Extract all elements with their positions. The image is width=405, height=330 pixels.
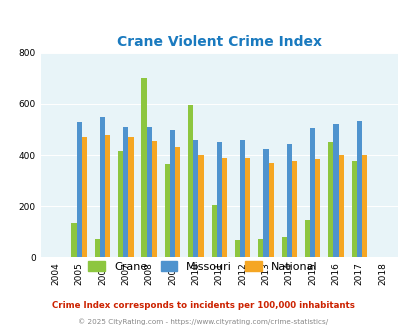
Bar bbox=[239, 140, 245, 257]
Bar bbox=[234, 240, 239, 257]
Bar bbox=[105, 135, 110, 257]
Text: Crime Index corresponds to incidents per 100,000 inhabitants: Crime Index corresponds to incidents per… bbox=[51, 301, 354, 310]
Bar bbox=[71, 223, 77, 257]
Bar bbox=[175, 148, 180, 257]
Bar bbox=[193, 140, 198, 257]
Bar bbox=[221, 158, 226, 257]
Bar bbox=[286, 144, 291, 257]
Bar bbox=[314, 159, 320, 257]
Bar bbox=[100, 117, 105, 257]
Bar bbox=[198, 155, 203, 257]
Bar bbox=[211, 205, 216, 257]
Bar bbox=[291, 161, 296, 257]
Bar bbox=[333, 124, 338, 257]
Bar bbox=[77, 122, 81, 257]
Bar bbox=[258, 239, 263, 257]
Bar bbox=[188, 105, 193, 257]
Bar bbox=[351, 161, 356, 257]
Bar bbox=[94, 240, 100, 257]
Bar bbox=[268, 163, 273, 257]
Bar bbox=[170, 130, 175, 257]
Title: Crane Violent Crime Index: Crane Violent Crime Index bbox=[117, 35, 321, 49]
Bar bbox=[164, 164, 170, 257]
Text: © 2025 CityRating.com - https://www.cityrating.com/crime-statistics/: © 2025 CityRating.com - https://www.city… bbox=[78, 318, 327, 325]
Bar bbox=[338, 155, 343, 257]
Bar bbox=[281, 238, 286, 257]
Legend: Crane, Missouri, National: Crane, Missouri, National bbox=[84, 257, 321, 277]
Bar bbox=[361, 155, 366, 257]
Bar bbox=[245, 158, 249, 257]
Bar bbox=[146, 127, 151, 257]
Bar bbox=[81, 137, 87, 257]
Bar bbox=[356, 121, 361, 257]
Bar bbox=[141, 79, 146, 257]
Bar bbox=[128, 137, 133, 257]
Bar bbox=[263, 149, 268, 257]
Bar bbox=[309, 128, 314, 257]
Bar bbox=[304, 219, 309, 257]
Bar bbox=[328, 142, 333, 257]
Bar bbox=[123, 127, 128, 257]
Bar bbox=[216, 142, 221, 257]
Bar bbox=[118, 151, 123, 257]
Bar bbox=[151, 141, 156, 257]
